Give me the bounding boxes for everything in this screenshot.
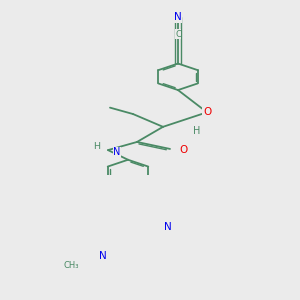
Text: C: C bbox=[175, 30, 181, 39]
Text: O: O bbox=[203, 107, 211, 117]
Text: N: N bbox=[113, 147, 121, 158]
Text: CH₃: CH₃ bbox=[64, 261, 79, 270]
Text: H: H bbox=[193, 127, 201, 136]
Text: N: N bbox=[164, 222, 172, 232]
Text: O: O bbox=[179, 145, 187, 155]
Text: H: H bbox=[94, 142, 100, 151]
Text: N: N bbox=[164, 222, 172, 232]
Text: N: N bbox=[99, 251, 107, 261]
Text: N: N bbox=[174, 13, 182, 22]
